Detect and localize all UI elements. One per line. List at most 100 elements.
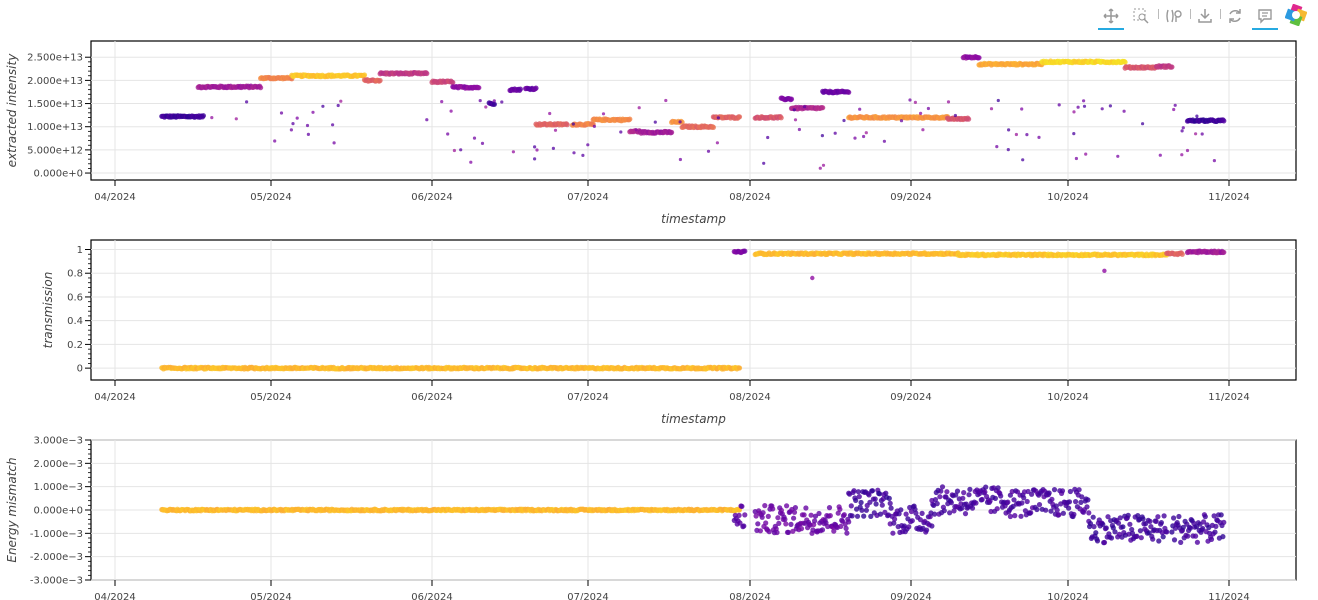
data-point-panel-3 [1091,524,1097,530]
data-point-panel-3 [766,529,772,535]
data-point-panel-3 [1093,530,1099,536]
data-point-panel-3 [826,505,833,511]
outlier-point-panel-1 [802,105,807,109]
data-point-panel-3 [1194,539,1200,545]
outlier-point-panel-1 [332,141,336,145]
data-point-panel-3 [1127,521,1133,527]
outlier-point-panel-1 [862,134,866,139]
data-point-panel-3 [1051,487,1058,493]
data-point-panel-3 [760,510,766,516]
data-point-panel-1 [627,116,633,122]
x-tick-label: 04/2024 [94,192,136,203]
data-point-panel-3 [998,493,1004,499]
data-point-panel-1 [1221,118,1227,124]
data-point-panel-3 [872,496,878,502]
box-zoom-tool-button[interactable] [1128,4,1154,28]
outlier-point-panel-1 [1108,104,1112,108]
x-tick-label: 10/2024 [1047,192,1089,203]
bokeh-logo-icon[interactable] [1284,3,1308,27]
data-point-panel-3 [808,512,814,518]
data-point-panel-3 [982,489,988,495]
outlier-point-panel-1 [766,135,770,140]
outlier-point-panel-1 [678,157,683,162]
data-point-panel-3 [1115,520,1122,526]
data-point-panel-3 [785,529,792,536]
outlier-point-panel-1 [500,100,504,104]
outlier-point-panel-1 [706,149,711,153]
outlier-point-panel-1 [913,100,918,104]
y-axis-title-3: Energy mismatch [5,457,19,562]
y-tick-label: 5.000e+12 [27,145,83,156]
x-tick-label: 05/2024 [250,392,292,403]
data-point-panel-3 [1218,512,1224,518]
outlier-point-panel-1 [946,100,951,104]
data-point-panel-3 [992,495,999,501]
outlier-point-panel-1 [853,136,857,140]
outlier-point-panel-1 [592,124,597,128]
reset-tool-button[interactable] [1222,4,1248,28]
data-point-panel-3 [868,513,874,520]
data-point-panel-3 [803,505,809,511]
data-point-panel-3 [757,528,764,534]
outlier-point-panel-1 [882,139,887,143]
data-point-panel-1 [820,105,826,111]
data-point-panel-1 [533,85,539,91]
save-tool-button[interactable] [1192,4,1218,28]
outlier-point-panel-1 [715,141,720,145]
outlier-point-panel-1 [634,128,638,132]
pan-tool-button[interactable] [1098,4,1124,30]
outlier-point-panel-1 [492,99,496,103]
y-tick-label: 3.000e−3 [33,436,83,447]
y-axis-title-1: extracted intensity [5,53,19,168]
box-zoom-icon [1133,8,1149,24]
outlier-point-panel-1 [339,99,343,103]
data-point-panel-3 [903,511,909,517]
data-point-panel-3 [1059,488,1066,494]
x-tick-label: 08/2024 [729,592,771,600]
outlier-point-panel-1 [1180,153,1184,157]
outlier-point-panel-1 [1180,129,1184,133]
data-point-panel-3 [1066,505,1072,511]
data-point-panel-3 [1178,539,1184,546]
lasso-tool-button[interactable] [1160,4,1186,28]
data-point-panel-3 [1200,525,1206,532]
data-point-panel-3 [966,492,972,498]
outlier-point-panel-1 [331,123,335,127]
data-point-panel-3 [1049,496,1055,502]
hover-tool-button[interactable] [1252,4,1278,30]
outlier-point-panel-1 [1057,103,1061,107]
outlier-point-panel-1 [818,166,822,170]
outlier-point-panel-1 [953,113,958,118]
data-point-panel-1 [200,113,206,119]
data-point-panel-3 [1066,499,1073,505]
outlier-point-panel-1 [716,116,721,120]
outlier-point-panel-1 [511,150,515,154]
data-point-panel-3 [1201,519,1207,525]
data-point-panel-3 [1208,536,1215,543]
outlier-point-panel-1 [1072,132,1076,136]
outlier-point-panel-1 [581,153,585,157]
data-point-panel-3 [947,510,953,516]
outlier-point-panel-1 [548,111,552,116]
outlier-point-panel-1 [553,128,558,132]
y-tick-label: 0.000e+0 [33,506,83,517]
data-point-panel-3 [1112,529,1118,535]
outlier-point-panel-1 [1200,132,1204,136]
data-point-panel-3 [1220,534,1226,540]
data-point-panel-3 [776,520,782,527]
data-point-panel-3 [784,503,790,509]
plot-toolbar [1090,0,1318,30]
data-point-panel-3 [1155,514,1161,520]
data-point-panel-3 [739,503,745,509]
data-point-panel-3 [944,489,950,495]
data-point-panel-3 [1164,529,1170,535]
outlier-point-panel-1 [864,131,868,135]
data-point-panel-3 [791,515,797,521]
data-point-panel-1 [788,96,795,102]
data-point-panel-3 [867,499,873,505]
outlier-point-panel-1 [234,117,238,121]
data-point-panel-3 [1171,537,1178,543]
outlier-point-panel-1 [1185,148,1190,153]
data-point-panel-3 [1090,514,1096,520]
